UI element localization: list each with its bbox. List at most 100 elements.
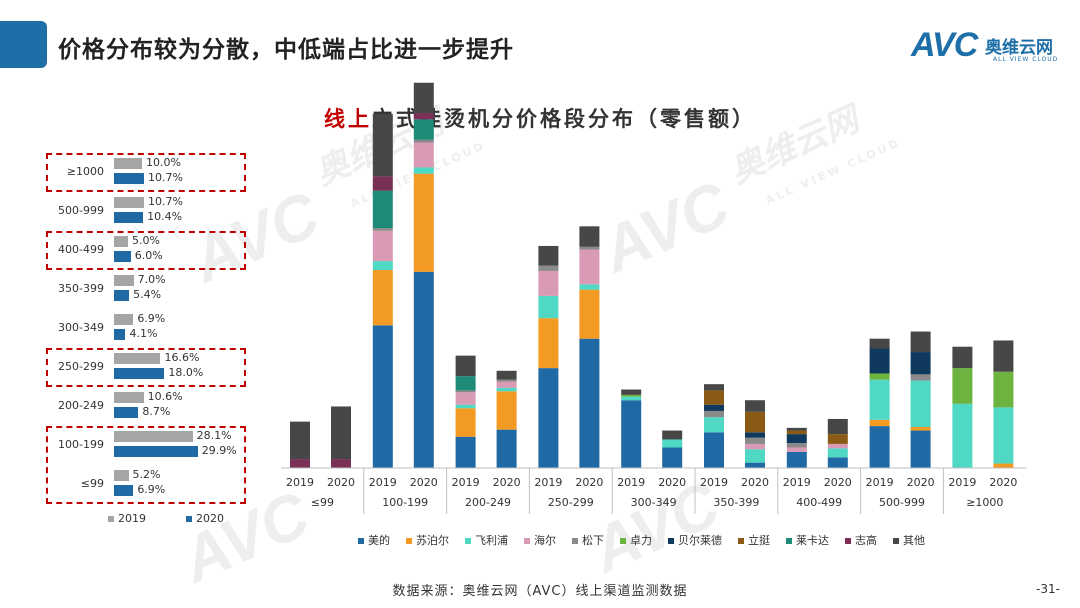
left-category-label: ≤99 — [80, 477, 104, 490]
stack-segment-飞利浦 — [621, 396, 642, 401]
left-bar-2020 — [114, 485, 134, 496]
left-value-label: 10.0% — [146, 156, 181, 169]
stack-segment-其他 — [621, 389, 642, 395]
stack-segment-松下 — [579, 246, 600, 250]
left-bar-2019 — [114, 353, 161, 364]
stack-segment-志高 — [413, 113, 434, 120]
stack-segment-其他 — [745, 400, 765, 412]
left-value-label: 6.0% — [134, 249, 163, 262]
left-value-label: 10.7% — [147, 195, 183, 208]
left-value-label: 6.9% — [137, 312, 166, 325]
stack-segment-贝尔莱德 — [745, 432, 765, 438]
stack-segment-美的 — [745, 462, 765, 468]
highlight-box — [46, 231, 246, 270]
stack-segment-海尔 — [827, 443, 848, 449]
left-category-label: ≥1000 — [66, 165, 104, 178]
left-legend: 2019 — [108, 512, 146, 525]
legend-label: 立挺 — [748, 534, 770, 547]
stack-segment-志高 — [290, 459, 310, 468]
left-value-label: 5.4% — [133, 288, 162, 301]
price-band-tick-label: 200-249 — [465, 496, 511, 509]
left-value-label: 18.0% — [168, 366, 204, 379]
legend-swatch — [738, 538, 744, 544]
year-tick-label: 2019 — [369, 476, 397, 489]
left-bar-2019 — [114, 275, 134, 286]
legend-label: 卓力 — [630, 534, 652, 547]
left-value-label: 10.4% — [147, 210, 183, 223]
stack-segment-美的 — [538, 368, 559, 468]
legend-item: 立挺 — [738, 532, 770, 548]
stack-segment-海尔 — [455, 392, 476, 405]
stack-segment-其他 — [662, 430, 683, 440]
stack-segment-飞利浦 — [704, 417, 724, 433]
stack-segment-苏泊尔 — [372, 270, 393, 326]
brand-legend: 美的 苏泊尔 飞利浦 海尔 松下 卓力 贝尔莱德 立挺 莱卡达 志高 其他 — [358, 532, 941, 548]
left-bar-2019 — [114, 470, 129, 481]
legend-swatch — [786, 538, 792, 544]
highlight-box — [46, 153, 246, 192]
left-bar-2020 — [114, 407, 139, 418]
year-tick-label: 2020 — [741, 476, 769, 489]
stack-segment-飞利浦 — [993, 407, 1014, 464]
left-bar-2019 — [114, 431, 193, 442]
chart-title: 线上立式挂烫机分价格段分布（零售额） — [0, 103, 1080, 133]
left-category-label: 250-299 — [58, 360, 104, 373]
stack-segment-苏泊尔 — [869, 419, 890, 427]
stack-segment-松下 — [455, 390, 476, 393]
year-tick-label: 2020 — [493, 476, 521, 489]
stack-segment-美的 — [372, 325, 393, 468]
legend-item: 飞利浦 — [465, 532, 508, 548]
legend-swatch-2020 — [186, 516, 192, 522]
legend-label: 飞利浦 — [475, 534, 508, 547]
stack-segment-松下 — [496, 379, 517, 382]
left-bar-2019 — [114, 236, 128, 247]
legend-label: 美的 — [368, 534, 390, 547]
price-band-tick-label: ≤99 — [311, 496, 334, 509]
left-value-label: 10.7% — [147, 171, 183, 184]
stack-segment-松下 — [745, 437, 765, 444]
stack-segment-飞利浦 — [496, 387, 517, 392]
year-tick-label: 2020 — [327, 476, 355, 489]
stack-segment-贝尔莱德 — [704, 404, 724, 411]
stack-segment-飞利浦 — [455, 404, 476, 409]
price-band-tick-label: 300-349 — [631, 496, 677, 509]
stack-segment-立挺 — [704, 390, 724, 405]
legend-label: 志高 — [855, 534, 877, 547]
highlight-box — [46, 426, 246, 504]
stack-segment-其他 — [952, 346, 973, 369]
stack-segment-松下 — [413, 139, 434, 143]
legend-swatch-2019 — [108, 516, 114, 522]
stack-segment-松下 — [538, 265, 559, 271]
stack-segment-飞利浦 — [952, 403, 973, 468]
legend-swatch — [524, 538, 530, 544]
price-band-tick-label: 400-499 — [796, 496, 842, 509]
stack-segment-其他 — [869, 338, 890, 349]
stack-segment-海尔 — [786, 447, 807, 452]
left-category-label: 350-399 — [58, 282, 104, 295]
year-tick-label: 2020 — [989, 476, 1017, 489]
stack-segment-飞利浦 — [869, 379, 890, 420]
left-value-label: 16.6% — [164, 351, 200, 364]
left-value-label: 4.1% — [129, 327, 158, 340]
stack-segment-海尔 — [579, 249, 600, 285]
year-tick-label: 2019 — [534, 476, 562, 489]
stack-segment-志高 — [331, 459, 351, 468]
stack-segment-其他 — [290, 421, 310, 460]
stack-segment-松下 — [704, 410, 724, 418]
logo-mark: AVC — [911, 26, 978, 64]
stack-segment-其他 — [704, 384, 724, 391]
stack-segment-美的 — [662, 447, 683, 468]
price-band-tick-label: ≥1000 — [966, 496, 1003, 509]
left-value-label: 28.1% — [196, 429, 232, 442]
stack-segment-莱卡达 — [455, 376, 476, 391]
left-value-label: 8.7% — [142, 405, 171, 418]
legend-item: 志高 — [845, 532, 877, 548]
chart-title-rest: 立式挂烫机分价格段分布（零售额） — [372, 106, 756, 131]
legend-swatch — [893, 538, 899, 544]
stack-segment-松下 — [786, 443, 807, 448]
stack-segment-美的 — [704, 432, 724, 468]
legend-swatch — [406, 538, 412, 544]
logo-english: ALL VIEW CLOUD — [993, 56, 1059, 63]
stack-segment-卓力 — [869, 373, 890, 380]
